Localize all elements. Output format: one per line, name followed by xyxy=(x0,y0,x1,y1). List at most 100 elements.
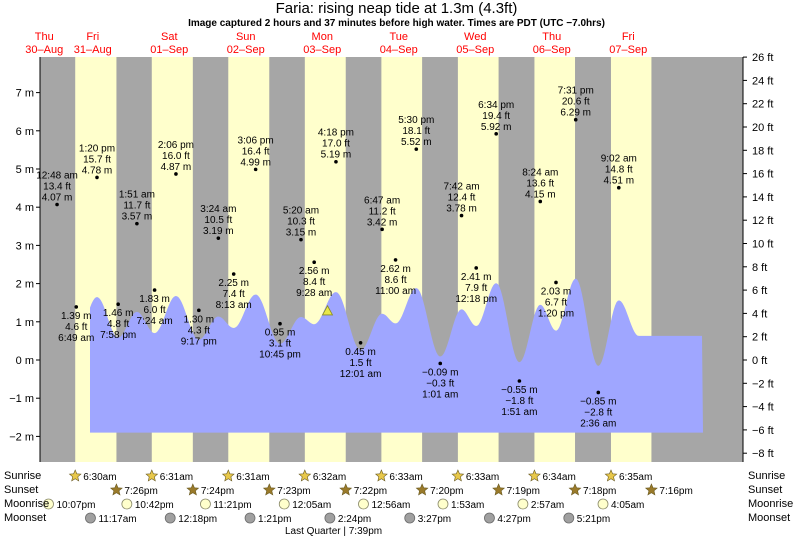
sunrise-icon xyxy=(298,469,312,482)
tide-point xyxy=(253,167,258,172)
day-of-week-label: Wed xyxy=(464,31,486,43)
moonset-time: 4:27pm xyxy=(497,514,530,525)
tide-time-label: 4:18 pm xyxy=(318,128,354,139)
tide-feet-label: 4.3 ft xyxy=(188,325,210,336)
tide-point xyxy=(538,199,543,204)
tide-point xyxy=(380,227,384,232)
sunset-time: 7:24pm xyxy=(201,486,234,497)
left-tick-label: 4 m xyxy=(16,202,34,214)
sunrise-icon xyxy=(221,469,235,482)
chart-title: Faria: rising neap tide at 1.3m (4.3ft) xyxy=(275,0,518,17)
tide-point xyxy=(231,272,236,276)
tide-feet-label: 16.0 ft xyxy=(162,151,190,162)
day-of-week-label: Thu xyxy=(35,31,54,43)
tide-time-label: 8:13 am xyxy=(216,300,252,311)
moonrise-time: 10:42pm xyxy=(135,500,174,511)
sunset-time: 7:16pm xyxy=(659,486,692,497)
day-of-week-label: Thu xyxy=(542,31,561,43)
right-tick-label: 12 ft xyxy=(752,215,773,227)
left-tick-label: 0 m xyxy=(16,355,34,367)
sunset-time: 7:23pm xyxy=(277,486,310,497)
left-tick-label: 5 m xyxy=(16,164,34,176)
moonset-icon xyxy=(484,512,495,524)
moonrise-icon xyxy=(517,498,529,510)
tide-meter-label: 4.78 m xyxy=(82,165,113,176)
tide-meter-label: 1.83 m xyxy=(139,294,170,305)
tide-point xyxy=(197,308,201,313)
tide-time-label: 3:06 pm xyxy=(238,135,274,146)
left-tick-label: 1 m xyxy=(16,317,34,329)
moonrise-icon xyxy=(200,498,211,510)
moon-phase-label: Last Quarter | 7:39pm xyxy=(285,526,383,537)
tide-meter-label: 0.45 m xyxy=(345,347,376,358)
moonset-time: 2:24pm xyxy=(338,514,371,525)
date-label: 02–Sep xyxy=(227,44,265,56)
tide-feet-label: 19.4 ft xyxy=(482,111,510,122)
row-label-sunrise-left: Sunrise xyxy=(4,470,42,482)
tide-point xyxy=(596,390,601,395)
sunset-icon xyxy=(262,483,276,496)
tide-feet-label: 14.8 ft xyxy=(605,165,633,176)
tide-feet-label: −0.3 ft xyxy=(426,378,454,389)
tide-feet-label: 13.4 ft xyxy=(43,182,71,193)
tide-meter-label: −0.85 m xyxy=(580,396,616,407)
sunrise-time: 6:33am xyxy=(466,472,499,483)
tide-time-label: 2:36 am xyxy=(580,418,616,429)
tide-meter-label: 1.46 m xyxy=(103,308,134,319)
current-level-marker xyxy=(321,304,334,316)
sunrise-icon xyxy=(527,469,541,482)
tide-feet-label: −2.8 ft xyxy=(584,407,612,418)
sunset-icon xyxy=(415,483,429,496)
moonrise-time: 12:05am xyxy=(292,500,331,511)
tide-meter-label: 2.41 m xyxy=(461,272,492,283)
right-tick-label: 26 ft xyxy=(752,52,773,64)
tide-meter-label: 0.95 m xyxy=(265,328,296,339)
tide-meter-label: 4.99 m xyxy=(240,157,271,168)
sunset-icon xyxy=(109,483,123,496)
tide-time-label: 12:18 pm xyxy=(455,294,497,305)
moonset-time: 1:21pm xyxy=(258,514,291,525)
tide-point xyxy=(616,185,621,190)
right-tick-label: 4 ft xyxy=(752,308,767,320)
tide-meter-label: 2.62 m xyxy=(380,264,411,275)
tide-point xyxy=(278,321,282,326)
date-label: 30–Aug xyxy=(25,44,63,56)
tide-point xyxy=(393,258,398,262)
tide-feet-label: 20.6 ft xyxy=(562,97,590,108)
tide-meter-label: 3.15 m xyxy=(286,228,317,239)
day-of-week-label: Sun xyxy=(236,31,256,43)
right-tick-label: 18 ft xyxy=(752,145,773,157)
date-label: 31–Aug xyxy=(74,44,112,56)
tide-point xyxy=(135,221,139,226)
tide-point xyxy=(216,236,221,240)
sunrise-time: 6:31am xyxy=(160,472,193,483)
tide-point xyxy=(299,237,303,242)
tide-meter-label: −0.09 m xyxy=(422,367,458,378)
tide-time-label: 1:51 am xyxy=(119,190,155,201)
tide-time-label: 6:49 am xyxy=(58,333,94,344)
date-header: Thu30–AugFri31–AugSat01–SepSun02–SepMon0… xyxy=(25,31,647,56)
tide-feet-label: 13.6 ft xyxy=(526,178,554,189)
tide-area xyxy=(90,278,703,433)
tide-time-label: 9:02 am xyxy=(601,154,637,165)
tide-meter-label: 4.15 m xyxy=(525,189,556,200)
day-of-week-label: Fri xyxy=(86,31,99,43)
tide-meter-label: 4.07 m xyxy=(42,193,73,204)
right-tick-label: −4 ft xyxy=(752,402,774,414)
tide-feet-label: 10.3 ft xyxy=(287,217,315,228)
tide-feet-label: 12.4 ft xyxy=(448,193,476,204)
tide-feet-label: 8.6 ft xyxy=(384,275,406,286)
tide-time-label: 6:47 am xyxy=(364,195,400,206)
tide-meter-label: 3.19 m xyxy=(203,226,234,237)
tide-meter-label: 3.78 m xyxy=(446,204,477,215)
tide-meter-label: 6.29 m xyxy=(560,108,591,119)
right-tick-label: 2 ft xyxy=(752,332,767,344)
right-tick-label: 24 ft xyxy=(752,75,773,87)
sunrise-icon xyxy=(374,469,388,482)
tide-feet-label: 7.9 ft xyxy=(465,283,487,294)
tide-time-label: 5:20 am xyxy=(283,206,319,217)
tide-time-label: 8:24 am xyxy=(522,167,558,178)
tide-meter-label: 1.39 m xyxy=(61,311,92,322)
tide-point xyxy=(414,147,419,151)
